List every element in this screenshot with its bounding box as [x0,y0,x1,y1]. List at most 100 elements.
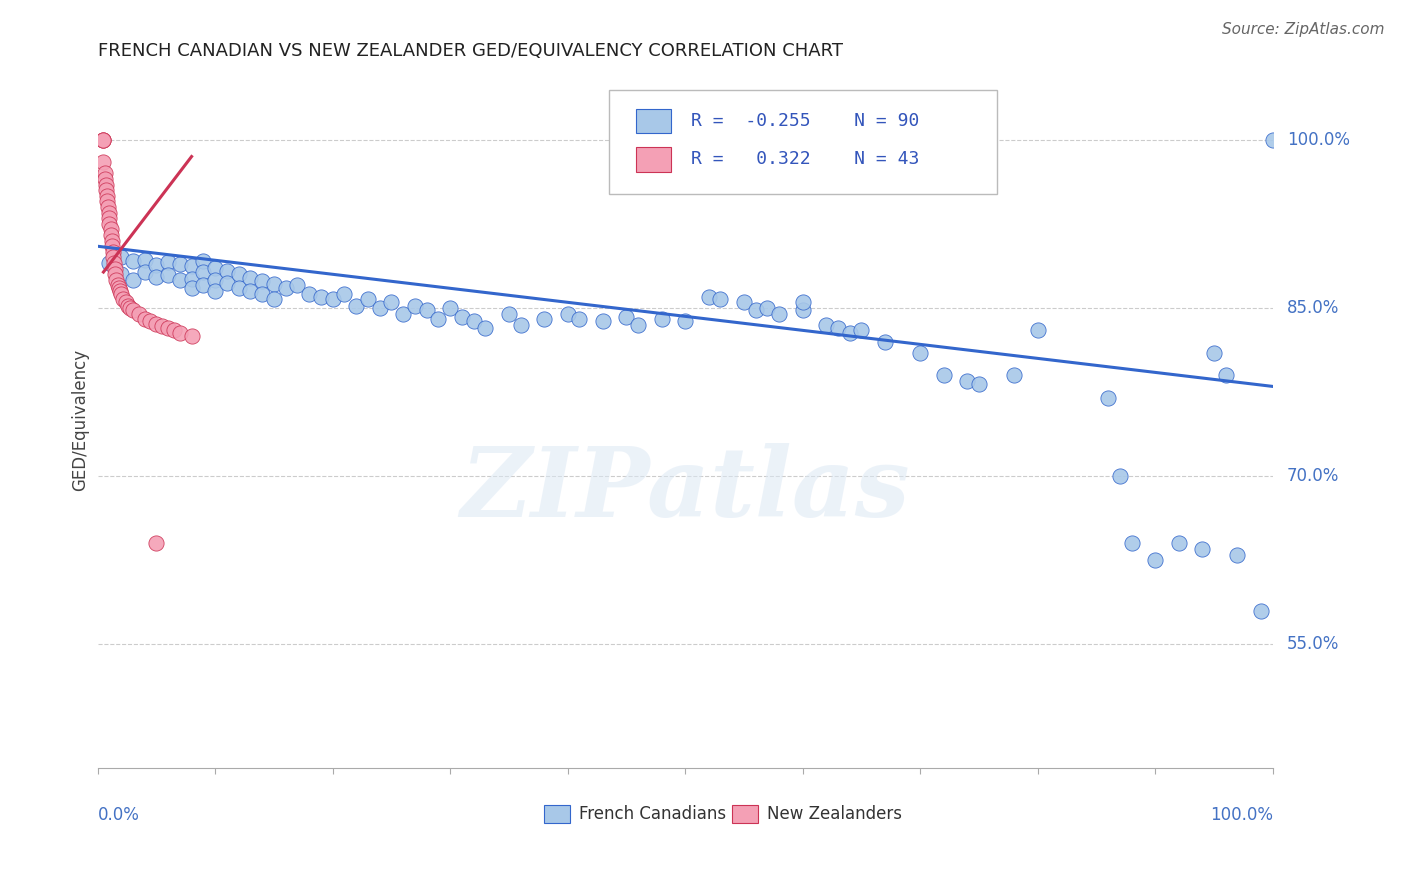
Point [1202,345,1225,359]
Point [509,318,531,332]
Point [121,273,143,287]
Text: FRENCH CANADIAN VS NEW ZEALANDER GED/EQUIVALENCY CORRELATION CHART: FRENCH CANADIAN VS NEW ZEALANDER GED/EQU… [97,42,842,60]
Point [380,295,402,310]
Point [104,267,127,281]
Point [121,253,143,268]
Point [93,133,115,147]
Point [193,278,215,293]
Point [134,312,156,326]
Text: R =  -0.255    N = 90: R = -0.255 N = 90 [690,112,920,130]
Point [117,299,139,313]
Point [105,273,128,287]
Point [873,334,896,349]
Point [93,166,115,180]
Bar [733,805,758,823]
Point [169,326,191,340]
Point [100,227,122,242]
Point [627,318,650,332]
Text: Source: ZipAtlas.com: Source: ZipAtlas.com [1222,22,1385,37]
Point [697,290,720,304]
Point [101,251,124,265]
Point [157,255,180,269]
Point [128,306,150,320]
Text: 100.0%: 100.0% [1286,131,1350,149]
Point [298,287,321,301]
Text: R =   0.322    N = 43: R = 0.322 N = 43 [690,151,920,169]
Point [451,310,474,324]
Point [180,281,202,295]
Point [1026,323,1049,337]
Point [204,273,226,287]
Point [557,306,579,320]
Point [1261,133,1284,147]
Point [145,536,167,550]
Point [98,205,121,219]
Point [967,377,990,392]
Text: 100.0%: 100.0% [1209,806,1272,824]
Point [838,326,860,340]
Point [193,253,215,268]
Point [744,303,766,318]
Point [1121,536,1143,550]
Point [139,314,162,328]
Point [163,323,186,337]
Point [309,290,332,304]
Point [1226,548,1249,562]
Point [1250,604,1272,618]
Point [733,295,755,310]
Point [827,321,849,335]
Point [392,306,415,320]
Point [1144,553,1167,567]
Point [756,301,779,315]
Point [768,306,790,320]
Point [1167,536,1189,550]
Point [239,270,262,285]
Point [145,269,167,284]
Point [474,321,496,335]
Point [100,222,122,236]
Point [98,217,121,231]
Point [533,312,555,326]
Point [120,301,142,315]
Point [93,172,115,186]
Point [93,155,115,169]
Point [94,183,117,197]
Point [263,277,285,292]
Bar [636,109,671,133]
Point [815,318,838,332]
Bar [636,147,671,171]
Point [108,284,131,298]
Point [215,264,238,278]
Point [180,329,202,343]
Point [357,292,380,306]
Point [100,234,122,248]
Point [792,295,814,310]
Text: ZIPatlas: ZIPatlas [460,442,910,537]
Point [145,317,167,331]
Y-axis label: GED/Equivalency: GED/Equivalency [72,349,89,491]
Point [333,287,356,301]
Point [498,306,520,320]
Point [157,268,180,283]
Point [134,252,156,267]
Text: 70.0%: 70.0% [1286,467,1340,485]
Point [368,301,391,315]
Point [103,256,125,270]
Point [204,260,226,275]
Point [404,299,426,313]
Point [157,321,180,335]
Text: New Zealanders: New Zealanders [768,805,903,823]
Point [110,267,132,281]
Point [107,278,129,293]
Point [1097,391,1119,405]
Point [180,260,202,274]
Point [956,374,979,388]
Point [1002,368,1025,383]
Point [96,194,118,209]
Text: 55.0%: 55.0% [1286,635,1340,653]
Point [93,133,115,147]
Point [97,200,120,214]
Point [94,178,117,192]
Point [228,267,250,281]
Point [215,277,238,291]
